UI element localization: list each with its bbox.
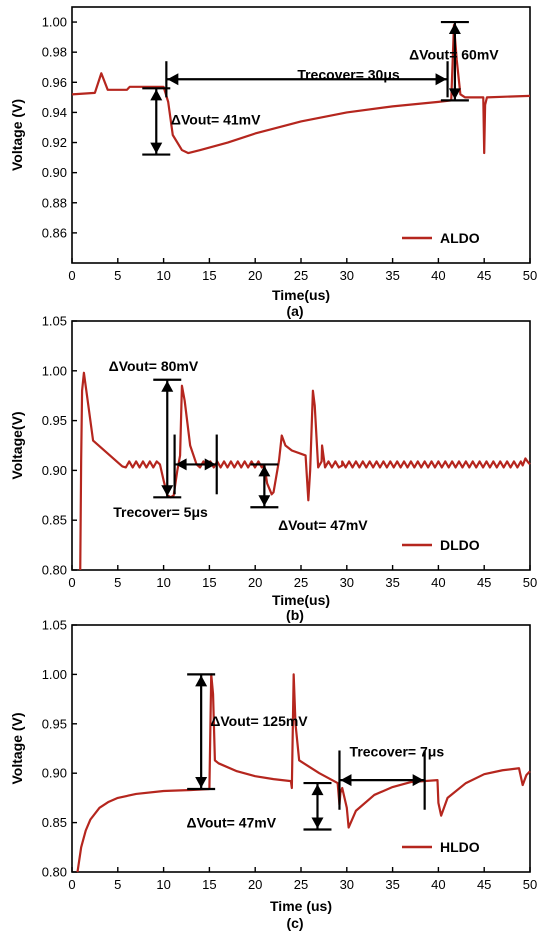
panel-label: (a) (286, 303, 303, 319)
annotation-arrow (142, 87, 171, 156)
x-tick-label: 25 (294, 575, 308, 590)
y-axis-title: Voltage (V) (9, 99, 25, 171)
legend-label: DLDO (440, 537, 480, 553)
y-tick-label: 0.88 (42, 195, 67, 210)
x-axis-title: Time (us) (270, 898, 332, 914)
x-tick-label: 45 (477, 877, 491, 892)
x-tick-label: 50 (523, 268, 537, 283)
y-tick-label: 1.00 (42, 15, 67, 30)
x-tick-label: 10 (156, 575, 170, 590)
x-tick-label: 10 (156, 268, 170, 283)
y-tick-label: 0.90 (42, 766, 67, 781)
y-tick-label: 1.05 (42, 618, 67, 633)
y-tick-label: 0.95 (42, 413, 67, 428)
x-tick-label: 0 (68, 575, 75, 590)
x-tick-label: 15 (202, 268, 216, 283)
x-tick-label: 50 (523, 575, 537, 590)
annotation-label: Trecover= 7μs (350, 743, 445, 759)
x-tick-label: 35 (385, 268, 399, 283)
x-tick-label: 30 (340, 268, 354, 283)
x-tick-label: 50 (523, 877, 537, 892)
y-tick-label: 0.98 (42, 45, 67, 60)
y-tick-label: 0.92 (42, 135, 67, 150)
y-axis-title: Voltage (V) (9, 712, 25, 784)
y-tick-label: 1.05 (42, 314, 67, 329)
y-tick-label: 0.86 (42, 225, 67, 240)
x-tick-label: 20 (248, 877, 262, 892)
annotation-arrow (173, 434, 218, 495)
legend-label: ALDO (440, 230, 480, 246)
x-tick-label: 30 (340, 877, 354, 892)
series-line-aldo (71, 23, 531, 155)
annotation-label: ΔVout= 47mV (187, 815, 277, 831)
annotation-label: ΔVout= 47mV (278, 517, 368, 533)
annotation-label: ΔVout= 80mV (109, 358, 199, 374)
x-tick-label: 20 (248, 268, 262, 283)
annotation-label: ΔVout= 60mV (409, 47, 499, 63)
x-axis-title: Time(us) (272, 592, 330, 608)
panel-label: (b) (286, 607, 304, 623)
annotation-arrow (187, 673, 216, 791)
series-line-hldo (76, 673, 531, 873)
x-tick-label: 15 (202, 877, 216, 892)
y-tick-label: 0.96 (42, 75, 67, 90)
y-tick-label: 0.85 (42, 513, 67, 528)
x-tick-label: 40 (431, 268, 445, 283)
y-tick-label: 1.00 (42, 363, 67, 378)
x-tick-label: 40 (431, 877, 445, 892)
annotation-label: ΔVout= 41mV (171, 111, 261, 127)
x-tick-label: 40 (431, 575, 445, 590)
y-tick-label: 0.90 (42, 463, 67, 478)
panel-b-dldo: 0 5 10 15 20 25 30 35 40 45 50 0.80 0.85 0.90 0.95 1.00… (9, 314, 537, 624)
plot-frame (71, 6, 531, 264)
x-axis-title: Time(us) (272, 287, 330, 303)
annotation-arrow (338, 750, 426, 810)
x-tick-label: 10 (156, 877, 170, 892)
x-tick-label: 25 (294, 877, 308, 892)
annotation-label: Trecover= 5μs (113, 504, 208, 520)
x-tick-label: 35 (385, 575, 399, 590)
annotation-arrow (153, 378, 182, 499)
y-tick-label: 0.80 (42, 563, 67, 578)
x-tick-label: 5 (114, 575, 121, 590)
panel-a-aldo: 0 5 10 15 20 25 30 35 40 45 50 0.86 0.88 0.90 0.92 0.94… (9, 6, 537, 319)
x-tick-label: 5 (114, 268, 121, 283)
y-tick-label: 0.94 (42, 105, 67, 120)
y-tick-label: 0.95 (42, 716, 67, 731)
annotation-label: ΔVout= 125mV (210, 713, 308, 729)
x-tick-label: 5 (114, 877, 121, 892)
x-tick-label: 0 (68, 268, 75, 283)
annotation-arrow (303, 781, 332, 831)
annotation-arrow (165, 61, 449, 98)
annotation-arrow (250, 463, 279, 509)
y-tick-label: 0.80 (42, 865, 67, 880)
y-axis-title: Voltage(V) (9, 411, 25, 479)
x-tick-label: 45 (477, 268, 491, 283)
x-tick-label: 20 (248, 575, 262, 590)
plot-frame (71, 624, 531, 873)
y-tick-label: 0.90 (42, 165, 67, 180)
x-tick-label: 30 (340, 575, 354, 590)
x-tick-label: 45 (477, 575, 491, 590)
y-tick-label: 0.85 (42, 815, 67, 830)
panel-label: (c) (286, 915, 303, 931)
x-tick-label: 25 (294, 268, 308, 283)
x-tick-label: 15 (202, 575, 216, 590)
x-tick-label: 35 (385, 877, 399, 892)
legend-label: HLDO (440, 839, 480, 855)
annotation-arrow (440, 20, 469, 102)
series-line-dldo (79, 371, 531, 571)
panel-c-hldo: 0 5 10 15 20 25 30 35 40 45 50 0.80 0.85 0.90 0.95 1.00… (9, 618, 537, 932)
y-tick-label: 1.00 (42, 667, 67, 682)
x-tick-label: 0 (68, 877, 75, 892)
annotation-label: Trecover= 30μs (297, 66, 400, 82)
